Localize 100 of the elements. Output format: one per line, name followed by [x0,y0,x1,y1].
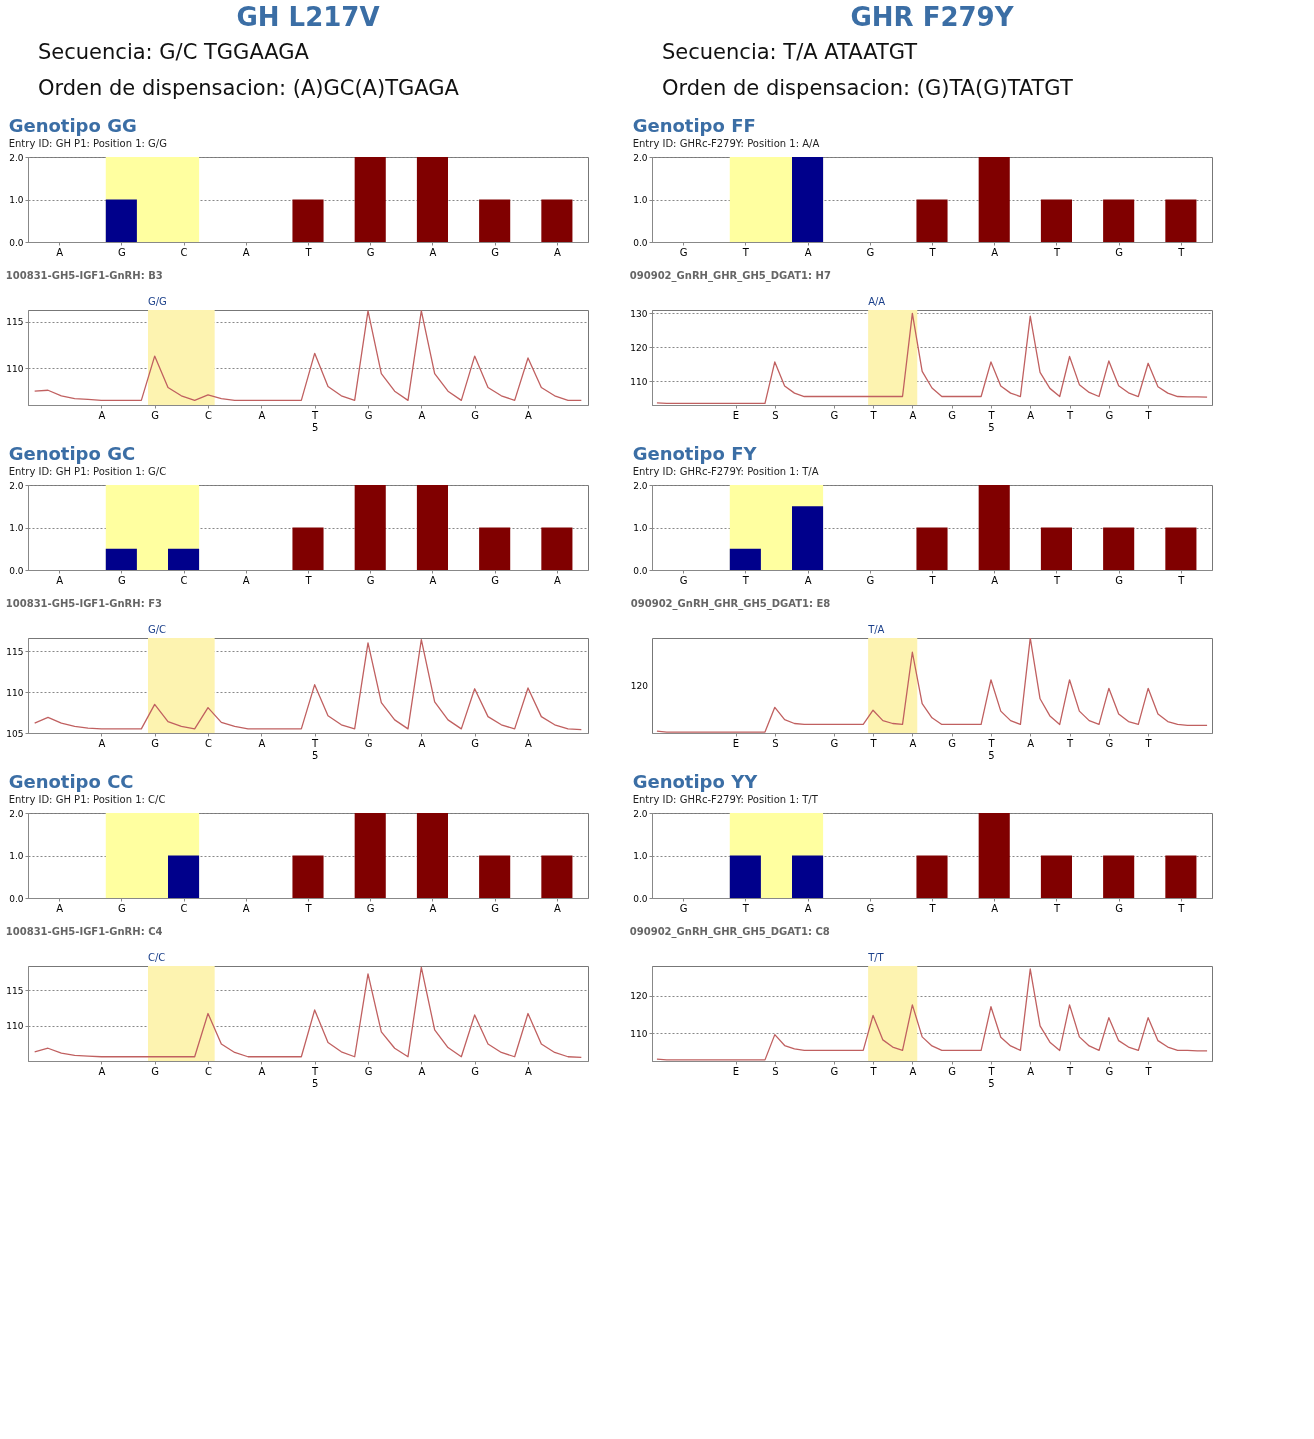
x-tick-label: T [741,246,750,258]
y-tick-label: 0.0 [9,237,24,248]
chart-title: 090902_GnRH_GHR_GH5_DGAT1: C8 [629,926,830,938]
x-tick-label: G [1115,574,1124,586]
x-tick-label: G [364,1065,373,1077]
x-tick-label: G [151,409,160,421]
x-tick-label: G [491,574,500,586]
x-tick-label: G [1115,902,1124,914]
y-tick-label: 0.0 [633,237,648,248]
x-tick-label: G [830,409,839,421]
x-tick-label: C [180,246,188,258]
y-tick-label: 1.0 [633,851,648,861]
x-tick-label: G [679,902,688,914]
x-tick-label: C [180,902,188,914]
x-tick-label: A [1027,737,1035,749]
x-tick-label: S [772,737,779,749]
x-tick-label: T [869,409,878,421]
x-tick-label: G [491,246,500,258]
x-tick-label: G [866,246,875,258]
x-tick-label: T [304,246,313,258]
x-tick-label: G [471,737,480,749]
chart-title: 090902_GnRH_GHR_GH5_DGAT1: E8 [630,598,831,610]
y-tick-label: 120 [630,991,648,1002]
y-tick-label: 130 [630,308,648,319]
x-tick-label: A [553,574,561,586]
x-tick-label: A [991,902,999,914]
x-tick-label: G [471,409,480,421]
x-tick-label: T [1177,574,1186,586]
y-tick-label: 110 [6,1021,24,1032]
text: Secuencia: T/A ATAATGT [662,40,918,64]
text: Orden de dispensacion: (G)TA(G)TATGT [662,76,1073,100]
x-tick-label: T 5 [311,737,320,761]
x-tick-label: T [1052,246,1061,258]
chart-title: Genotipo FY [632,443,758,464]
x-tick-label: G [1105,737,1114,749]
chart-title: Genotipo GC [8,443,136,464]
x-tick-label: G [1115,246,1124,258]
x-tick-label: A [909,737,917,749]
bar [916,527,948,570]
y-tick-label: 120 [630,342,648,353]
chart-subtitle: Entry ID: GHRc-F279Y: Position 1: A/A [632,138,820,149]
x-tick-label: G [117,574,126,586]
bar [978,485,1010,570]
x-tick-label: T 5 [987,1065,996,1089]
x-tick-label: T [741,902,750,914]
x-tick-label: G [948,737,957,749]
y-tick-label: 115 [6,646,24,657]
x-tick-label: A [1027,409,1035,421]
x-tick-label: T [1144,1065,1153,1077]
x-tick-label: G [1105,1065,1114,1077]
x-tick-label: T [869,737,878,749]
x-tick-label: C [205,737,213,749]
x-tick-label: A [909,409,917,421]
y-tick-label: 105 [6,728,24,739]
x-tick-label: A [909,1065,917,1077]
x-tick-label: E [732,409,740,421]
x-tick-label: A [429,574,437,586]
bar [168,548,200,570]
x-tick-label: T [1144,737,1153,749]
y-tick-label: 1.0 [633,195,648,205]
x-tick-label: A [525,409,533,421]
x-tick-label: T 5 [987,409,996,433]
x-tick-label: A [242,246,250,258]
text: GH L217V [236,2,380,32]
chart-title: Genotipo YY [632,771,759,792]
bar [105,548,137,570]
x-tick-label: S [772,409,779,421]
x-tick-label: A [991,574,999,586]
bar [1040,527,1072,570]
y-tick-label: 110 [6,363,24,374]
y-tick-label: 2.0 [633,152,648,163]
x-tick-label: C [180,574,188,586]
x-tick-label: A [991,246,999,258]
x-tick-label: A [98,1065,106,1077]
x-tick-label: A [56,574,64,586]
y-tick-label: 2.0 [9,480,24,491]
x-tick-label: T [928,574,937,586]
line-series [34,310,582,402]
line-series [34,638,582,731]
y-tick-label: 2.0 [9,152,24,163]
x-tick-label: T [1144,409,1153,421]
band-label: G/C [148,624,167,635]
x-tick-label: A [98,409,106,421]
x-tick-label: C [205,1065,213,1077]
y-tick-label: 0.0 [9,893,24,904]
y-tick-label: 110 [630,1028,648,1039]
x-tick-label: G [471,1065,480,1077]
y-tick-label: 0.0 [9,565,24,576]
x-tick-label: T [928,902,937,914]
x-tick-label: A [56,246,64,258]
x-tick-label: G [491,902,500,914]
x-tick-label: T [741,574,750,586]
band-label: T/T [867,952,885,963]
x-tick-label: G [948,1065,957,1077]
y-tick-label: 1.0 [9,851,24,861]
chart-subtitle: Entry ID: GHRc-F279Y: Position 1: T/T [632,794,819,805]
line-series [34,966,582,1059]
x-tick-label: T [928,246,937,258]
y-tick-label: 2.0 [633,480,648,491]
x-tick-label: T [1177,902,1186,914]
